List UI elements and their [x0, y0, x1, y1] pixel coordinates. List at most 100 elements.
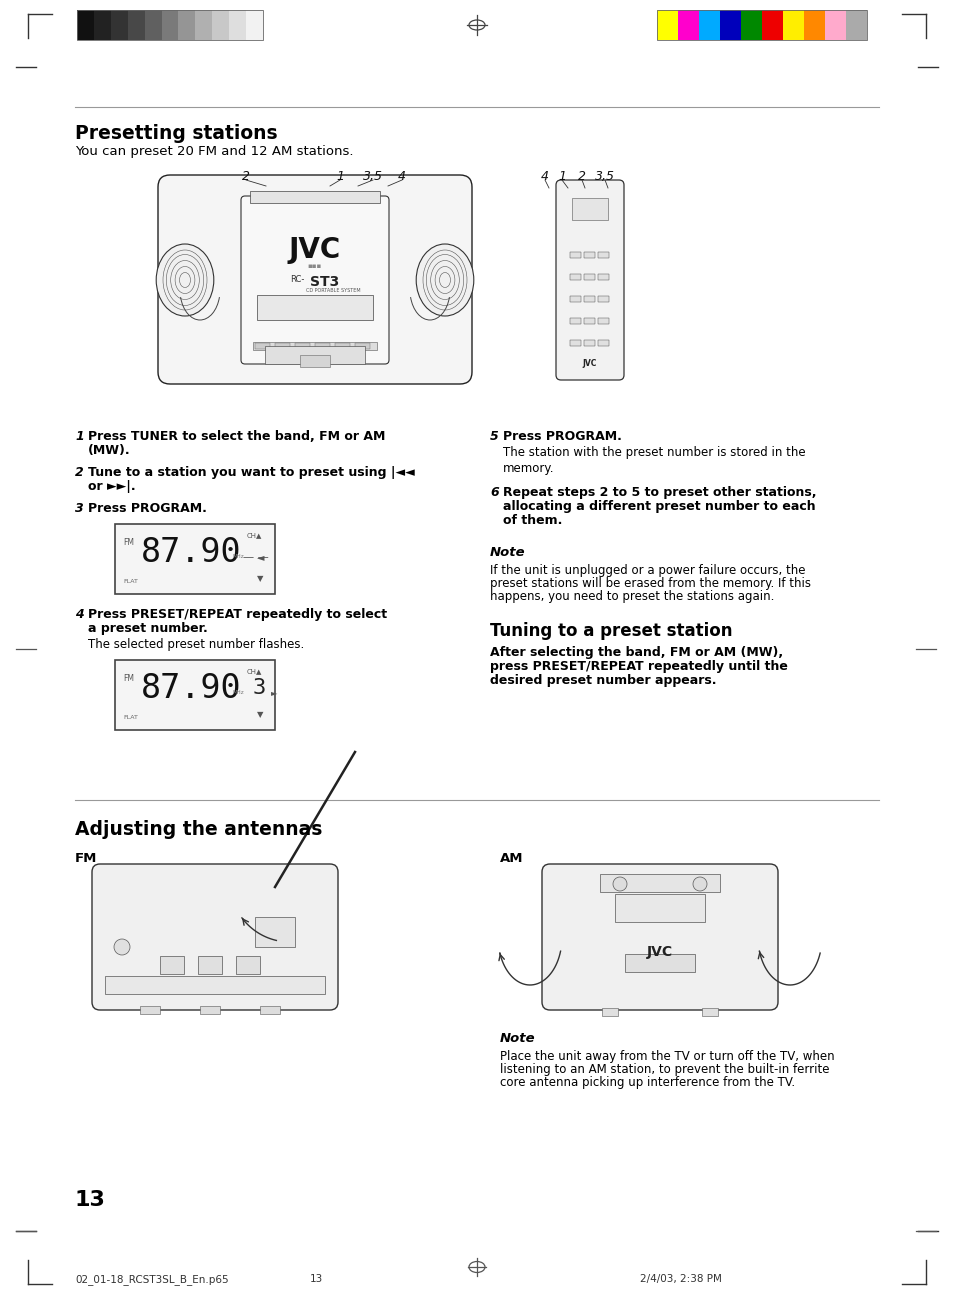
FancyBboxPatch shape: [541, 864, 778, 1010]
Text: 1: 1: [558, 170, 565, 183]
Bar: [678, 10, 699, 40]
Text: FM: FM: [123, 674, 133, 683]
Bar: [720, 10, 740, 40]
Text: 13: 13: [75, 1190, 106, 1210]
Text: memory.: memory.: [502, 462, 554, 475]
Bar: [598, 340, 608, 347]
Bar: [213, 10, 229, 40]
Text: ▼: ▼: [256, 710, 263, 719]
Bar: [140, 1006, 160, 1014]
Text: 1: 1: [75, 430, 84, 443]
Text: 6: 6: [490, 485, 498, 498]
Bar: [569, 318, 580, 324]
Text: FM: FM: [123, 537, 133, 546]
Text: Press PROGRAM.: Press PROGRAM.: [88, 502, 207, 515]
Text: 3: 3: [75, 502, 84, 515]
Text: 2: 2: [242, 170, 250, 183]
Bar: [583, 252, 595, 258]
Text: CH▲: CH▲: [247, 532, 262, 537]
Text: FM: FM: [75, 851, 97, 864]
Text: — —: — —: [243, 552, 269, 562]
Text: You can preset 20 FM and 12 AM stations.: You can preset 20 FM and 12 AM stations.: [75, 145, 354, 158]
Text: The station with the preset number is stored in the: The station with the preset number is st…: [502, 447, 804, 459]
Bar: [77, 10, 93, 40]
Ellipse shape: [156, 244, 213, 315]
Bar: [256, 295, 373, 321]
Bar: [229, 10, 246, 40]
Bar: [160, 957, 184, 974]
Bar: [599, 874, 720, 892]
Bar: [845, 10, 866, 40]
Bar: [254, 916, 294, 948]
Text: ▪▪▪: ▪▪▪: [308, 263, 322, 269]
Bar: [824, 10, 845, 40]
Text: 1: 1: [335, 170, 344, 183]
Bar: [598, 318, 608, 324]
Bar: [572, 199, 607, 219]
Text: happens, you need to preset the stations again.: happens, you need to preset the stations…: [490, 591, 774, 604]
Bar: [699, 10, 720, 40]
Bar: [569, 252, 580, 258]
Text: Note: Note: [490, 546, 525, 559]
Text: ◄: ◄: [256, 552, 264, 562]
Bar: [294, 343, 310, 349]
Bar: [761, 10, 782, 40]
Text: JVC: JVC: [582, 358, 597, 367]
Text: desired preset number appears.: desired preset number appears.: [490, 674, 716, 687]
Bar: [569, 296, 580, 302]
Text: of them.: of them.: [502, 514, 561, 527]
Circle shape: [692, 877, 706, 890]
Text: ST3: ST3: [310, 275, 339, 289]
Bar: [583, 318, 595, 324]
Bar: [128, 10, 145, 40]
Bar: [200, 1006, 220, 1014]
Text: a preset number.: a preset number.: [88, 622, 208, 635]
Bar: [265, 347, 365, 363]
Text: 13: 13: [310, 1275, 323, 1284]
Circle shape: [310, 353, 319, 363]
Bar: [657, 10, 866, 40]
Text: The selected preset number flashes.: The selected preset number flashes.: [88, 639, 304, 652]
Circle shape: [613, 877, 626, 890]
Text: Place the unit away from the TV or turn off the TV, when: Place the unit away from the TV or turn …: [499, 1050, 834, 1063]
Bar: [246, 10, 263, 40]
Bar: [782, 10, 803, 40]
Text: core antenna picking up interference from the TV.: core antenna picking up interference fro…: [499, 1076, 794, 1089]
Bar: [583, 340, 595, 347]
Text: FLAT: FLAT: [123, 579, 138, 584]
Text: Press PRESET/REPEAT repeatedly to select: Press PRESET/REPEAT repeatedly to select: [88, 607, 387, 620]
Ellipse shape: [416, 244, 474, 315]
Text: MHz: MHz: [233, 554, 244, 559]
FancyBboxPatch shape: [556, 180, 623, 380]
Text: (MW).: (MW).: [88, 444, 131, 457]
Bar: [569, 274, 580, 280]
Text: 5: 5: [490, 430, 498, 443]
Bar: [615, 894, 704, 922]
Text: ►: ►: [271, 688, 277, 697]
Text: 4: 4: [540, 170, 548, 183]
Text: preset stations will be erased from the memory. If this: preset stations will be erased from the …: [490, 578, 810, 591]
Text: Press PROGRAM.: Press PROGRAM.: [502, 430, 621, 443]
Bar: [569, 340, 580, 347]
Bar: [105, 976, 325, 994]
Bar: [178, 10, 195, 40]
Bar: [274, 343, 290, 349]
Bar: [115, 524, 274, 594]
Text: allocating a different preset number to each: allocating a different preset number to …: [502, 500, 815, 513]
FancyBboxPatch shape: [158, 175, 472, 384]
Bar: [253, 341, 376, 350]
Text: 4: 4: [397, 170, 406, 183]
Text: MHz: MHz: [233, 691, 244, 694]
Bar: [111, 10, 128, 40]
Bar: [254, 343, 270, 349]
Bar: [161, 10, 178, 40]
Bar: [355, 343, 370, 349]
Bar: [314, 343, 330, 349]
Text: 2/4/03, 2:38 PM: 2/4/03, 2:38 PM: [639, 1275, 721, 1284]
Text: 2: 2: [75, 466, 84, 479]
Text: ▼: ▼: [256, 574, 263, 583]
Text: Tune to a station you want to preset using |◄◄: Tune to a station you want to preset usi…: [88, 466, 415, 479]
Bar: [598, 252, 608, 258]
Text: 3,5: 3,5: [595, 170, 615, 183]
Bar: [601, 1009, 618, 1016]
